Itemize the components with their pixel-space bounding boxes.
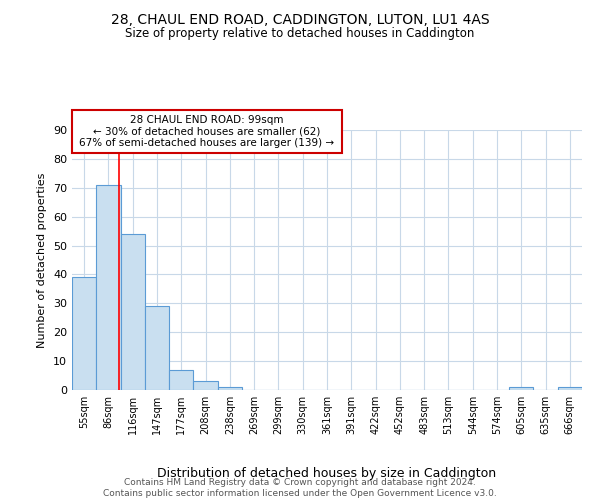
Y-axis label: Number of detached properties: Number of detached properties bbox=[37, 172, 47, 348]
Bar bbox=[96, 185, 121, 390]
Text: Size of property relative to detached houses in Caddington: Size of property relative to detached ho… bbox=[125, 28, 475, 40]
Bar bbox=[509, 387, 533, 390]
Text: Contains HM Land Registry data © Crown copyright and database right 2024.
Contai: Contains HM Land Registry data © Crown c… bbox=[103, 478, 497, 498]
Bar bbox=[169, 370, 193, 390]
Bar bbox=[558, 387, 582, 390]
Bar bbox=[121, 234, 145, 390]
Bar bbox=[145, 306, 169, 390]
Bar bbox=[193, 382, 218, 390]
Text: 28, CHAUL END ROAD, CADDINGTON, LUTON, LU1 4AS: 28, CHAUL END ROAD, CADDINGTON, LUTON, L… bbox=[110, 12, 490, 26]
Text: Distribution of detached houses by size in Caddington: Distribution of detached houses by size … bbox=[157, 467, 497, 480]
Text: 28 CHAUL END ROAD: 99sqm
← 30% of detached houses are smaller (62)
67% of semi-d: 28 CHAUL END ROAD: 99sqm ← 30% of detach… bbox=[79, 114, 335, 148]
Bar bbox=[218, 387, 242, 390]
Bar bbox=[72, 278, 96, 390]
